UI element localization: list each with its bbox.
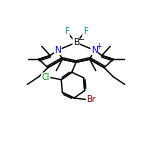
Text: Cl: Cl [42,73,50,82]
Text: +: + [95,42,102,51]
Text: −: − [77,35,84,44]
Text: N: N [54,46,61,55]
Text: F: F [83,27,88,36]
Text: N: N [91,46,98,55]
Text: Br: Br [86,95,96,104]
Text: F: F [64,27,69,36]
Text: B: B [73,38,79,47]
